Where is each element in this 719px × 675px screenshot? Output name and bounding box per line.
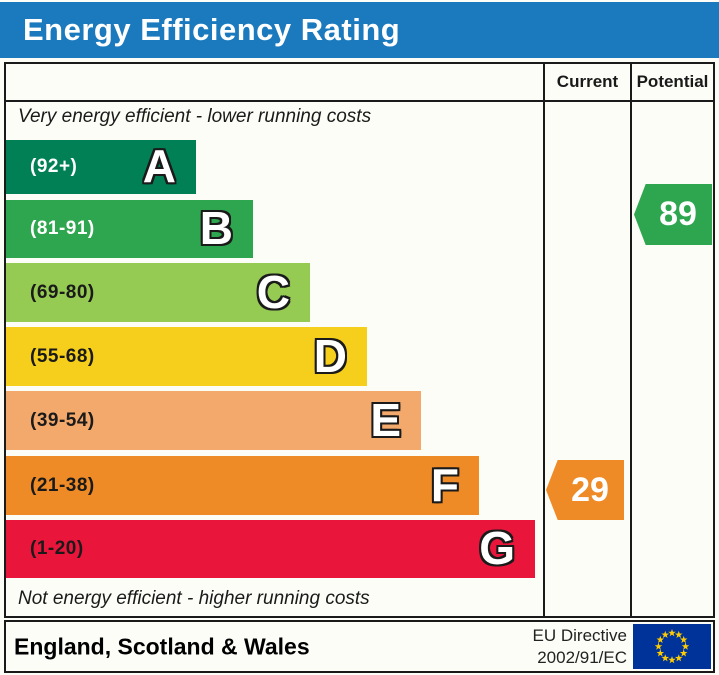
- band-f-range: (21-38): [30, 474, 95, 496]
- potential-rating-arrow: 89: [634, 184, 712, 245]
- footer: England, Scotland & Wales EU Directive 2…: [4, 620, 715, 673]
- eu-flag-icon: [633, 624, 711, 669]
- rating-chart-box: Current Potential Very energy efficient …: [4, 62, 715, 618]
- header-row: [6, 64, 713, 102]
- current-rating-arrow: 29: [546, 460, 624, 520]
- band-e-range: (39-54): [30, 409, 95, 431]
- band-c-range: (69-80): [30, 281, 95, 303]
- current-rating-value: 29: [571, 470, 609, 509]
- band-a: (92+) A: [6, 140, 196, 194]
- band-e-letter: E: [370, 393, 401, 446]
- band-b-range: (81-91): [30, 218, 95, 239]
- band-g-range: (1-20): [30, 538, 84, 559]
- band-g: (1-20) G: [6, 520, 535, 578]
- column-header-potential: Potential: [636, 72, 709, 91]
- eu-directive-label: EU Directive 2002/91/EC: [533, 625, 627, 669]
- band-c: (69-80) C: [6, 263, 310, 322]
- band-f: (21-38) F: [6, 456, 479, 515]
- column-header-current: Current: [556, 72, 619, 91]
- note-very-efficient: Very energy efficient - lower running co…: [18, 106, 372, 127]
- band-d-range: (55-68): [30, 345, 95, 367]
- band-a-letter: A: [142, 139, 176, 192]
- band-b-letter: B: [199, 201, 233, 254]
- note-not-efficient: Not energy efficient - higher running co…: [18, 588, 370, 609]
- page-title: Energy Efficiency Rating: [23, 12, 401, 47]
- region-label: England, Scotland & Wales: [14, 633, 310, 659]
- current-column-divider: [543, 64, 545, 616]
- band-d: (55-68) D: [6, 327, 367, 386]
- potential-rating-value: 89: [659, 195, 697, 233]
- band-g-letter: G: [479, 521, 515, 574]
- band-c-letter: C: [256, 265, 290, 318]
- title-bar: Energy Efficiency Rating: [0, 2, 719, 58]
- band-f-letter: F: [430, 458, 459, 511]
- potential-column-divider: [630, 64, 632, 616]
- band-a-range: (92+): [30, 156, 78, 177]
- band-d-letter: D: [313, 329, 347, 382]
- band-e: (39-54) E: [6, 391, 421, 450]
- eu-directive-line2: 2002/91/EC: [537, 647, 627, 667]
- eu-directive-line1: EU Directive: [532, 625, 627, 645]
- band-b: (81-91) B: [6, 200, 253, 258]
